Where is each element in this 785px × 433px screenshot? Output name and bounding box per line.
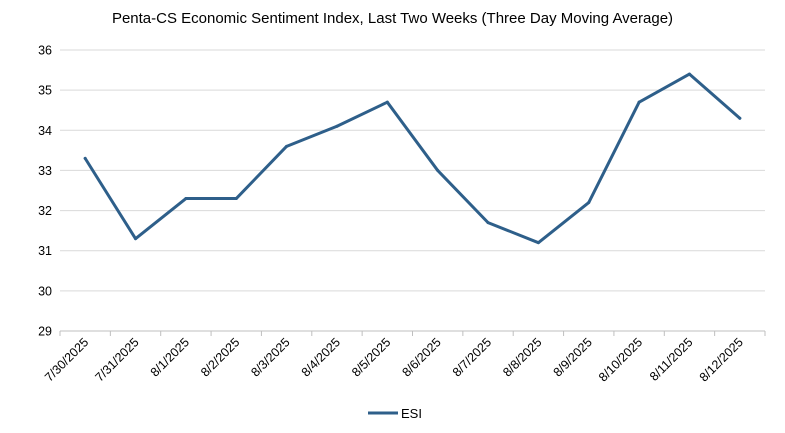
chart-title: Penta-CS Economic Sentiment Index, Last … <box>111 10 674 27</box>
data-point <box>385 100 389 104</box>
x-tick-label: 8/3/2025 <box>248 335 292 379</box>
data-point <box>637 100 641 104</box>
data-point <box>687 72 691 76</box>
y-tick-label: 34 <box>38 124 52 138</box>
x-tick-label: 8/1/2025 <box>148 335 192 379</box>
y-tick-label: 30 <box>38 284 52 298</box>
data-point <box>83 156 87 160</box>
data-point <box>335 124 339 128</box>
y-tick-label: 29 <box>38 325 52 339</box>
series-line-esi <box>83 72 742 245</box>
x-tick-label: 8/6/2025 <box>399 335 443 379</box>
data-point <box>134 237 138 241</box>
data-point <box>738 116 742 120</box>
x-tick-label: 8/10/2025 <box>596 335 645 384</box>
x-tick-label: 8/4/2025 <box>299 335 343 379</box>
y-tick-label: 35 <box>38 84 52 98</box>
x-tick-label: 7/31/2025 <box>92 335 141 384</box>
data-point <box>436 168 440 172</box>
y-tick-label: 31 <box>38 244 52 258</box>
legend-label: ESI <box>401 406 422 421</box>
y-tick-label: 32 <box>38 204 52 218</box>
data-point <box>587 201 591 205</box>
x-tick-label: 8/12/2025 <box>697 335 746 384</box>
data-point <box>234 197 238 201</box>
x-tick-label: 8/7/2025 <box>450 335 494 379</box>
data-point <box>486 221 490 225</box>
x-tick-label: 7/30/2025 <box>42 335 91 384</box>
x-tick-label: 8/5/2025 <box>349 335 393 379</box>
data-point <box>536 241 540 245</box>
y-tick-label: 33 <box>38 164 52 178</box>
y-tick-label: 36 <box>38 44 52 58</box>
x-tick-label: 8/9/2025 <box>551 335 595 379</box>
data-point <box>285 144 289 148</box>
x-tick-label: 8/2/2025 <box>198 335 242 379</box>
x-tick-label: 8/11/2025 <box>647 335 696 384</box>
x-tick-label: 8/8/2025 <box>500 335 544 379</box>
data-point <box>184 197 188 201</box>
